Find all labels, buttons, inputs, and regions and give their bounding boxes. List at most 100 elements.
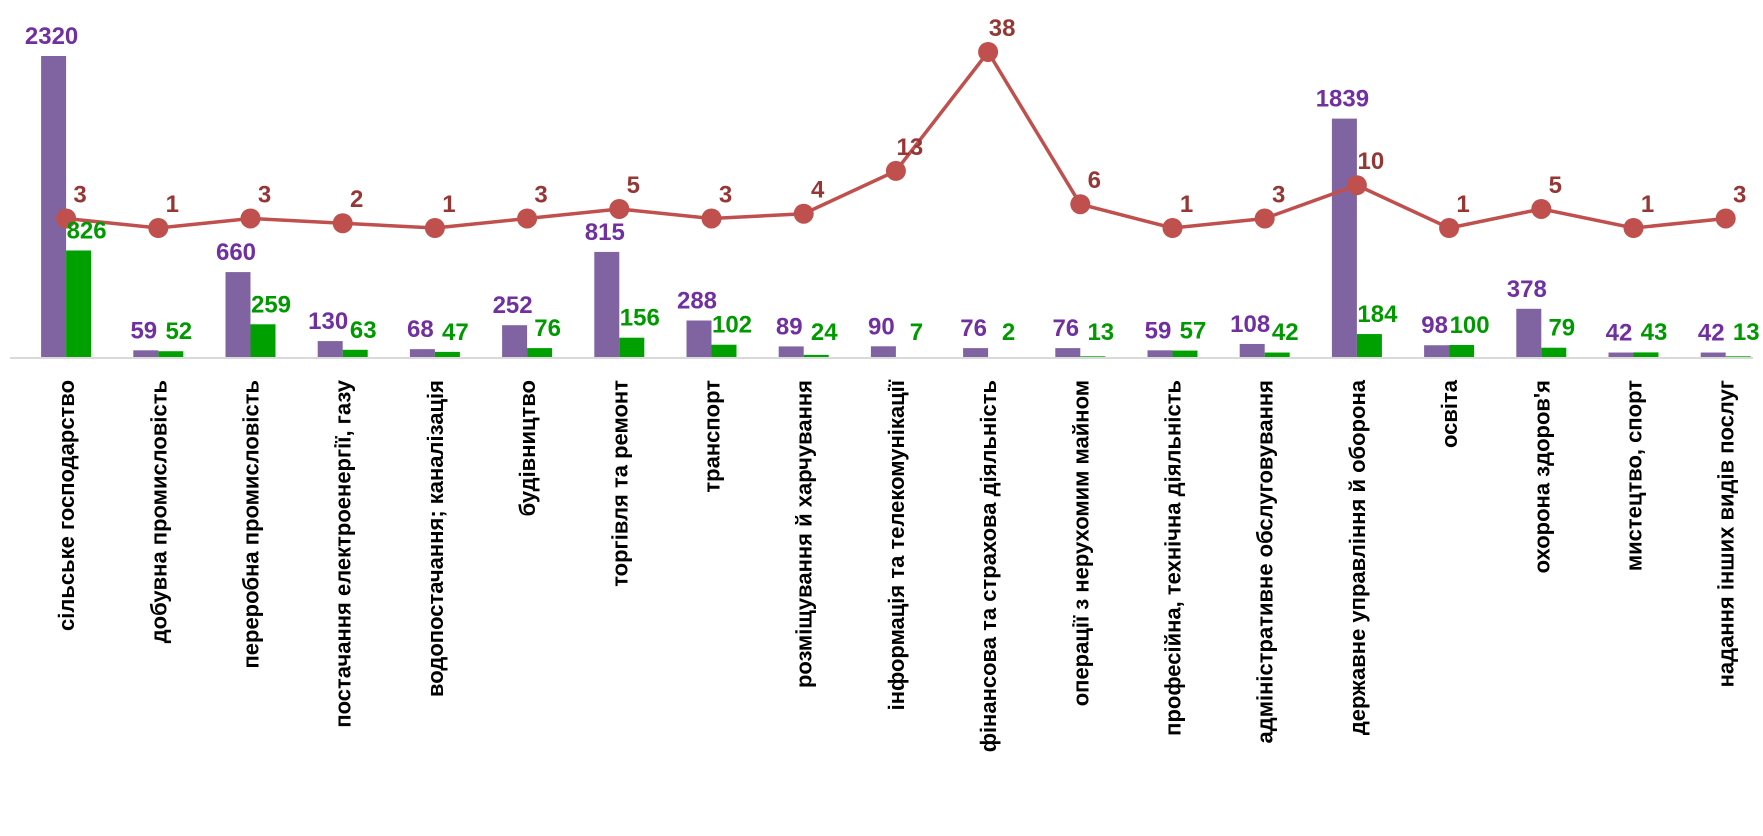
bar-series-2 <box>342 349 368 358</box>
data-label-line: 3 <box>73 181 86 208</box>
bar-series-1 <box>870 346 896 358</box>
line-point <box>885 160 906 181</box>
bar-series-1 <box>1516 308 1542 358</box>
line-point <box>701 208 722 229</box>
bar-series-1 <box>1055 348 1081 358</box>
bar-series-2 <box>1633 352 1659 358</box>
data-label-series-1: 76 <box>960 315 987 342</box>
category-label: розміщування й харчування <box>792 380 817 688</box>
line-point <box>332 213 353 234</box>
data-label-series-2: 7 <box>910 319 923 346</box>
bar-series-1 <box>133 350 159 358</box>
category-label: адміністративне обслуговування <box>1253 380 1278 743</box>
bar-series-1 <box>1700 352 1726 358</box>
data-label-series-2: 76 <box>534 315 561 342</box>
bar-series-1 <box>502 325 528 358</box>
category-label: торгівля та ремонт <box>607 380 632 587</box>
data-label-series-2: 47 <box>442 319 469 346</box>
line-point <box>56 208 77 229</box>
bar-series-2 <box>803 354 829 358</box>
data-label-series-1: 42 <box>1606 320 1633 347</box>
category-label: водопостачання; каналізація <box>423 380 448 697</box>
category-label: інформація та телекомунікації <box>884 379 909 710</box>
line-point <box>1346 175 1367 196</box>
bar-series-1 <box>1424 345 1450 358</box>
data-label-series-2: 57 <box>1180 318 1207 345</box>
bar-series-1 <box>1331 118 1357 358</box>
bar-series-2 <box>619 337 645 358</box>
line-point <box>424 218 445 238</box>
bar-series-1 <box>1608 352 1634 358</box>
data-label-series-2: 52 <box>165 318 192 345</box>
bar-series-2 <box>1541 347 1567 358</box>
data-label-series-2: 259 <box>251 291 291 318</box>
line-point <box>793 203 814 224</box>
bar-series-1 <box>317 341 343 358</box>
category-label: транспорт <box>700 380 725 493</box>
line-point <box>609 198 630 219</box>
data-label-series-1: 59 <box>1145 317 1172 344</box>
bar-series-2 <box>1356 334 1382 358</box>
bar-series-2 <box>527 348 553 358</box>
data-label-line: 3 <box>1733 181 1746 208</box>
category-labels-group: сільське господарство добувна промисловіс… <box>54 379 1739 752</box>
category-label: професійна, технічна діяльність <box>1161 380 1186 736</box>
data-label-series-1: 59 <box>130 317 157 344</box>
bar-series-1 <box>594 251 620 358</box>
line-point <box>240 208 261 229</box>
category-label: будівництво <box>515 380 540 516</box>
bar-series-1 <box>1147 350 1173 358</box>
bar-series-1 <box>963 348 989 358</box>
data-label-series-1: 89 <box>776 313 803 340</box>
data-label-line: 1 <box>1641 191 1654 218</box>
data-label-line: 1 <box>166 191 179 218</box>
data-label-line: 3 <box>1272 181 1285 208</box>
category-label: операції з нерухомим майном <box>1068 380 1093 706</box>
bar-series-1 <box>686 320 712 358</box>
data-label-line: 5 <box>1549 172 1562 199</box>
line-point <box>1439 218 1460 238</box>
line-point <box>1715 208 1736 229</box>
data-label-series-1: 98 <box>1421 312 1448 339</box>
data-label-line: 2 <box>350 186 363 213</box>
bar-series-1 <box>225 272 251 358</box>
bar-series-group <box>41 56 1751 358</box>
data-label-line: 1 <box>1456 191 1469 218</box>
bar-series-2 <box>158 351 184 358</box>
data-label-series-2: 42 <box>1272 319 1299 346</box>
data-label-line: 1 <box>442 191 455 218</box>
data-label-series-1: 2320 <box>25 23 78 50</box>
data-label-series-1: 68 <box>407 316 434 343</box>
category-label: постачання електроенергії, газу <box>331 379 356 727</box>
bar-series-2 <box>66 250 92 358</box>
category-label: охорона здоров'я <box>1529 380 1554 573</box>
line-point <box>1162 218 1183 238</box>
data-label-series-2: 826 <box>67 217 107 244</box>
bar-series-2 <box>1172 350 1198 358</box>
category-label: сільське господарство <box>54 380 79 631</box>
data-label-series-1: 76 <box>1052 315 1079 342</box>
data-label-series-1: 1839 <box>1316 86 1369 113</box>
line-point <box>1623 218 1644 238</box>
data-label-series-2: 100 <box>1450 312 1490 339</box>
data-label-series-1: 90 <box>868 313 895 340</box>
bar-series-1 <box>1239 343 1265 358</box>
data-label-series-1: 130 <box>308 308 348 335</box>
data-label-series-2: 2 <box>1002 319 1015 346</box>
line-point <box>517 208 538 229</box>
category-label: державне управління й оборона <box>1345 379 1370 735</box>
data-label-line: 3 <box>258 181 271 208</box>
data-label-line: 13 <box>897 134 924 161</box>
data-label-series-2: 102 <box>712 312 752 339</box>
data-label-series-2: 63 <box>350 317 377 344</box>
data-label-line: 38 <box>989 15 1016 42</box>
bar-series-1 <box>778 346 804 358</box>
category-label: фінансова та страхова діяльність <box>976 380 1001 752</box>
data-label-line: 4 <box>811 177 825 204</box>
bar-series-2 <box>250 324 276 358</box>
category-label: переробна промисловість <box>239 380 264 669</box>
data-label-series-1: 660 <box>216 239 256 266</box>
data-label-series-2: 13 <box>1733 319 1760 346</box>
